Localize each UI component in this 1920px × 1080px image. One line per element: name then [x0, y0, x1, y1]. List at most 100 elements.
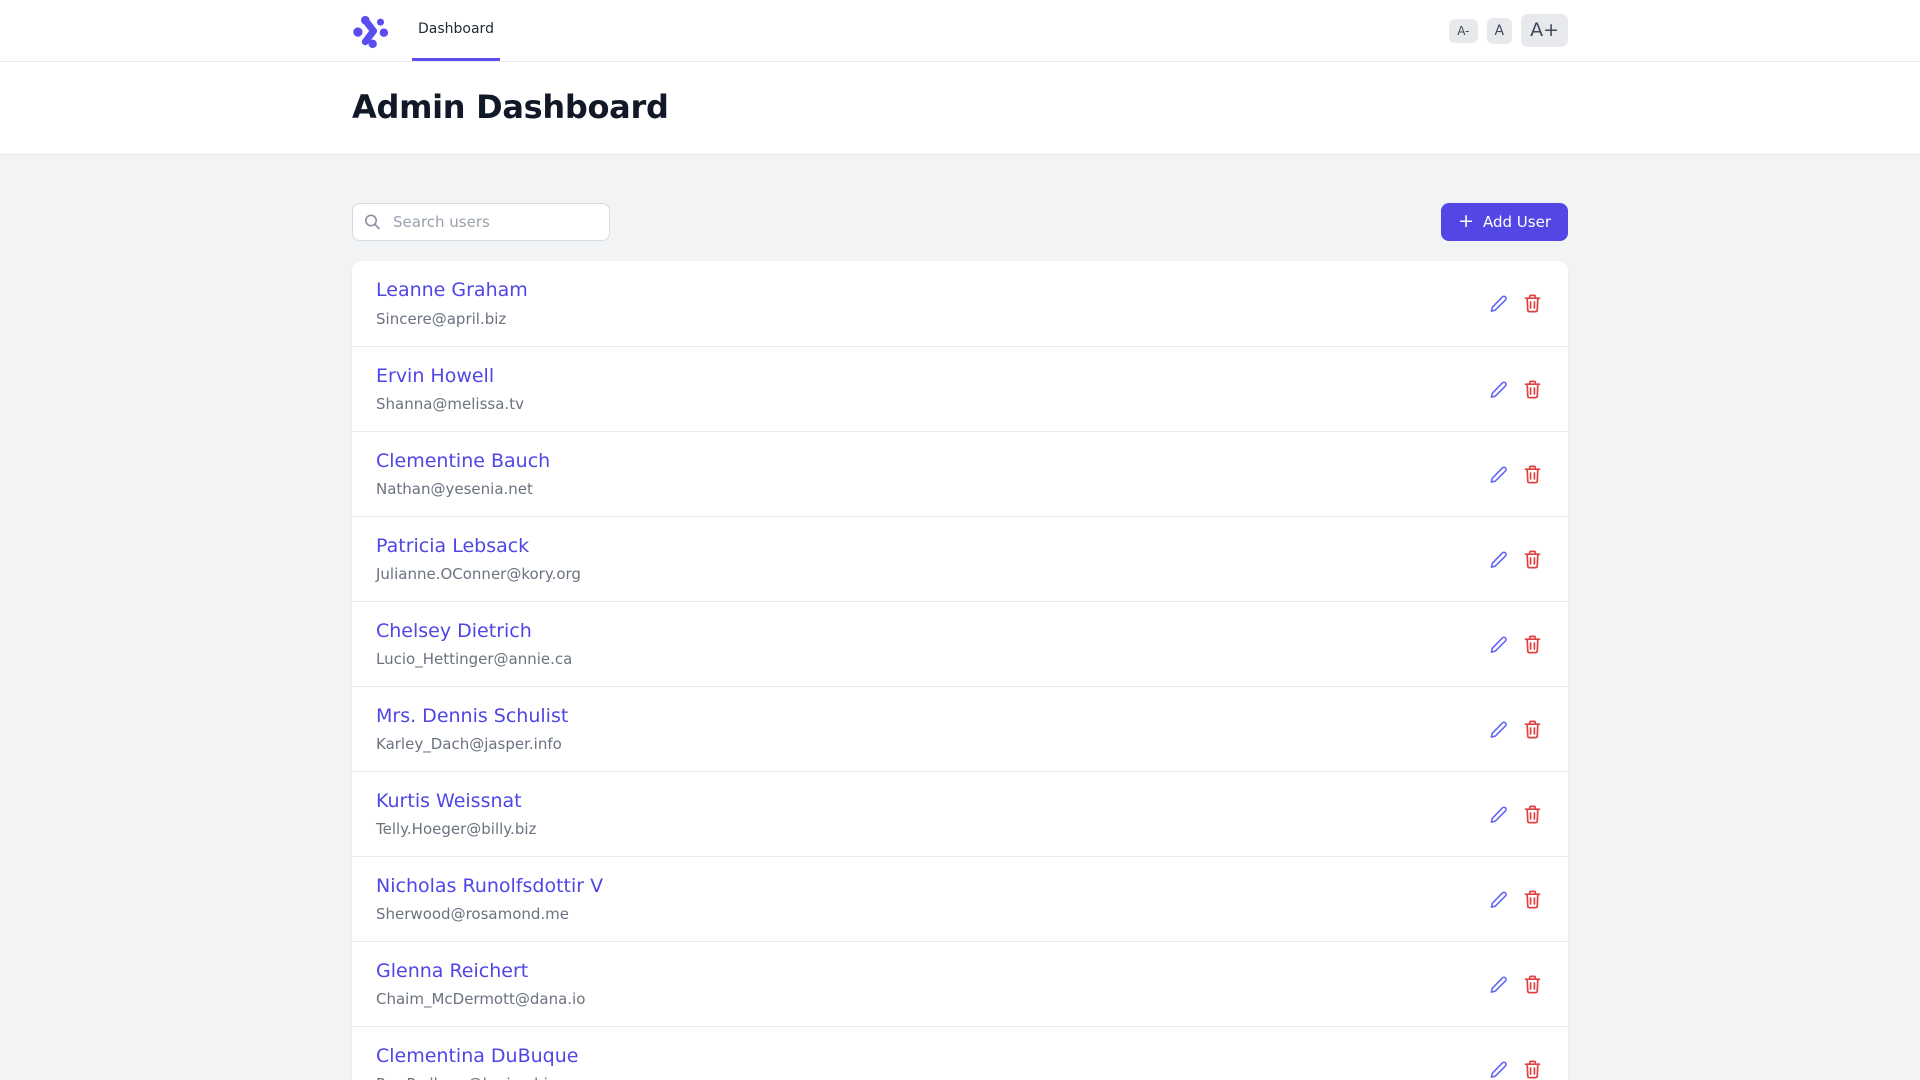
search-icon [365, 214, 380, 230]
row-actions [1488, 379, 1542, 400]
trash-icon [1524, 975, 1541, 993]
row-actions [1488, 719, 1542, 740]
search-input[interactable] [352, 203, 610, 241]
font-size-controls: A- A A+ [1449, 14, 1568, 47]
user-name-link[interactable]: Kurtis Weissnat [376, 789, 522, 812]
pencil-icon [1490, 1061, 1507, 1078]
user-info: Glenna Reichert Chaim_McDermott@dana.io [376, 960, 585, 1009]
user-info: Nicholas Runolfsdottir V Sherwood@rosamo… [376, 875, 603, 924]
edit-user-button[interactable] [1488, 464, 1509, 485]
user-name-link[interactable]: Chelsey Dietrich [376, 619, 532, 642]
user-name-link[interactable]: Clementine Bauch [376, 449, 551, 472]
delete-user-button[interactable] [1523, 974, 1542, 995]
user-row: Clementine Bauch Nathan@yesenia.net [352, 431, 1568, 516]
row-actions [1488, 549, 1542, 570]
user-row: Clementina DuBuque Rey.Padberg@karina.bi… [352, 1026, 1568, 1080]
user-name-link[interactable]: Patricia Lebsack [376, 534, 530, 557]
trash-icon [1524, 1060, 1541, 1078]
row-actions [1488, 1059, 1542, 1080]
trash-icon [1524, 380, 1541, 398]
tab-dashboard-label: Dashboard [418, 21, 494, 37]
search-box [352, 203, 610, 241]
edit-user-button[interactable] [1488, 634, 1509, 655]
edit-user-button[interactable] [1488, 293, 1509, 314]
edit-user-button[interactable] [1488, 974, 1509, 995]
user-name-link[interactable]: Glenna Reichert [376, 959, 529, 982]
pencil-icon [1490, 891, 1507, 908]
tab-dashboard[interactable]: Dashboard [412, 0, 500, 61]
user-email: Julianne.OConner@kory.org [376, 565, 581, 584]
user-row: Mrs. Dennis Schulist Karley_Dach@jasper.… [352, 686, 1568, 771]
user-email: Lucio_Hettinger@annie.ca [376, 650, 573, 669]
add-user-button[interactable]: + Add User [1441, 203, 1568, 241]
page-title: Admin Dashboard [352, 88, 669, 126]
pencil-icon [1490, 976, 1507, 993]
trash-icon [1524, 550, 1541, 568]
font-increase-button[interactable]: A+ [1521, 14, 1568, 47]
user-info: Clementina DuBuque Rey.Padberg@karina.bi… [376, 1045, 578, 1080]
user-info: Patricia Lebsack Julianne.OConner@kory.o… [376, 535, 581, 584]
row-actions [1488, 889, 1542, 910]
row-actions [1488, 974, 1542, 995]
user-email: Sherwood@rosamond.me [376, 905, 570, 924]
user-info: Mrs. Dennis Schulist Karley_Dach@jasper.… [376, 705, 568, 754]
row-actions [1488, 293, 1542, 314]
trash-icon [1524, 294, 1541, 313]
font-decrease-button[interactable]: A- [1449, 18, 1478, 43]
top-nav: Dashboard A- A A+ [0, 0, 1920, 62]
delete-user-button[interactable] [1523, 549, 1542, 570]
title-bar: Admin Dashboard [0, 62, 1920, 155]
trash-icon [1524, 465, 1541, 483]
edit-user-button[interactable] [1488, 804, 1509, 825]
delete-user-button[interactable] [1523, 634, 1542, 655]
user-name-link[interactable]: Leanne Graham [376, 279, 528, 302]
pencil-icon [1490, 466, 1507, 483]
row-actions [1488, 804, 1542, 825]
pencil-icon [1490, 551, 1507, 568]
delete-user-button[interactable] [1523, 464, 1542, 485]
edit-user-button[interactable] [1488, 889, 1509, 910]
pencil-icon [1490, 721, 1507, 738]
pencil-icon [1490, 636, 1507, 653]
user-row: Kurtis Weissnat Telly.Hoeger@billy.biz [352, 771, 1568, 856]
user-email: Sincere@april.biz [376, 309, 507, 328]
user-info: Chelsey Dietrich Lucio_Hettinger@annie.c… [376, 620, 572, 669]
edit-user-button[interactable] [1488, 719, 1509, 740]
plus-icon: + [1458, 210, 1474, 232]
user-info: Leanne Graham Sincere@april.biz [376, 279, 528, 328]
user-name-link[interactable]: Mrs. Dennis Schulist [376, 704, 569, 727]
edit-user-button[interactable] [1488, 549, 1509, 570]
user-email: Karley_Dach@jasper.info [376, 735, 562, 754]
delete-user-button[interactable] [1523, 379, 1542, 400]
edit-user-button[interactable] [1488, 379, 1509, 400]
add-user-label: Add User [1483, 213, 1551, 231]
user-row: Glenna Reichert Chaim_McDermott@dana.io [352, 941, 1568, 1026]
user-row: Nicholas Runolfsdottir V Sherwood@rosamo… [352, 856, 1568, 941]
user-email: Rey.Padberg@karina.biz [376, 1075, 578, 1080]
pencil-icon [1490, 806, 1507, 823]
delete-user-button[interactable] [1523, 1059, 1542, 1080]
user-name-link[interactable]: Nicholas Runolfsdottir V [376, 874, 604, 897]
user-row: Chelsey Dietrich Lucio_Hettinger@annie.c… [352, 601, 1568, 686]
user-info: Clementine Bauch Nathan@yesenia.net [376, 450, 550, 499]
trash-icon [1524, 890, 1541, 908]
user-email: Chaim_McDermott@dana.io [376, 990, 586, 1009]
user-row: Leanne Graham Sincere@april.biz [352, 261, 1568, 346]
trash-icon [1524, 720, 1541, 738]
toolbar: + Add User [352, 203, 1568, 241]
font-reset-button[interactable]: A [1486, 17, 1513, 44]
user-info: Kurtis Weissnat Telly.Hoeger@billy.biz [376, 790, 536, 839]
user-info: Ervin Howell Shanna@melissa.tv [376, 365, 524, 414]
main-content: + Add User Leanne Graham Sincere@april.b… [352, 155, 1568, 1080]
delete-user-button[interactable] [1523, 293, 1542, 314]
delete-user-button[interactable] [1523, 889, 1542, 910]
delete-user-button[interactable] [1523, 804, 1542, 825]
pencil-icon [1490, 295, 1507, 312]
user-name-link[interactable]: Ervin Howell [376, 364, 495, 387]
user-email: Nathan@yesenia.net [376, 480, 533, 499]
row-actions [1488, 464, 1542, 485]
user-row: Ervin Howell Shanna@melissa.tv [352, 346, 1568, 431]
edit-user-button[interactable] [1488, 1059, 1509, 1080]
user-name-link[interactable]: Clementina DuBuque [376, 1044, 579, 1067]
delete-user-button[interactable] [1523, 719, 1542, 740]
